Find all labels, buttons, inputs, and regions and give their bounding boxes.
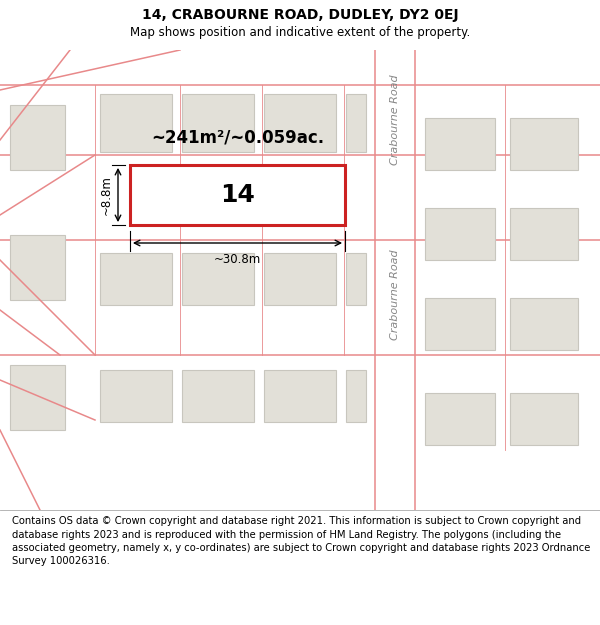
Text: 14, CRABOURNE ROAD, DUDLEY, DY2 0EJ: 14, CRABOURNE ROAD, DUDLEY, DY2 0EJ	[142, 8, 458, 22]
Text: ~8.8m: ~8.8m	[100, 175, 113, 215]
Bar	[100, 370, 172, 422]
Bar	[182, 253, 254, 305]
Bar	[510, 118, 578, 170]
Bar	[10, 235, 65, 300]
Bar	[100, 94, 172, 152]
Text: Crabourne Road: Crabourne Road	[390, 249, 400, 340]
Bar	[10, 365, 65, 430]
Bar	[264, 370, 336, 422]
Bar	[10, 105, 65, 170]
Bar	[182, 94, 254, 152]
Bar	[346, 370, 366, 422]
Bar	[425, 208, 495, 260]
Text: ~241m²/~0.059ac.: ~241m²/~0.059ac.	[151, 128, 324, 146]
Bar	[346, 94, 366, 152]
Bar	[346, 253, 366, 305]
Text: ~30.8m: ~30.8m	[214, 253, 261, 266]
Text: Crabourne Road: Crabourne Road	[390, 74, 400, 165]
Bar	[425, 393, 495, 445]
Bar	[425, 298, 495, 350]
Text: 14: 14	[220, 183, 255, 207]
Bar	[100, 253, 172, 305]
Bar	[425, 118, 495, 170]
Text: Map shows position and indicative extent of the property.: Map shows position and indicative extent…	[130, 26, 470, 39]
Bar	[264, 94, 336, 152]
Text: Contains OS data © Crown copyright and database right 2021. This information is : Contains OS data © Crown copyright and d…	[12, 516, 590, 566]
Bar	[182, 370, 254, 422]
Bar	[510, 393, 578, 445]
Bar	[510, 208, 578, 260]
Bar	[130, 165, 345, 225]
Bar	[510, 298, 578, 350]
Bar	[264, 253, 336, 305]
